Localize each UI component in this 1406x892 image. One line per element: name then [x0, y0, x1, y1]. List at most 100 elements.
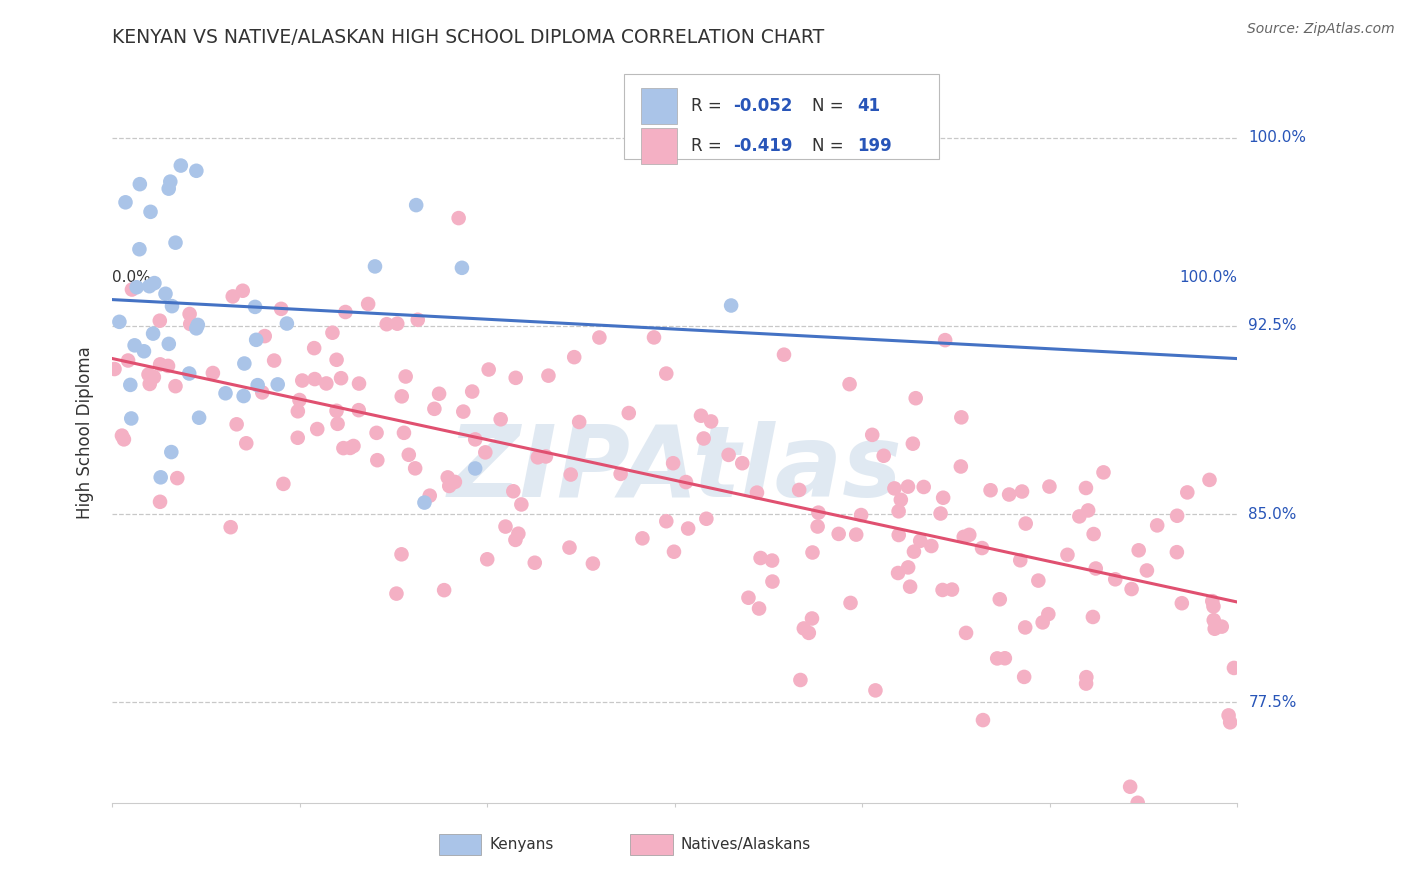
Point — [125, 280, 148, 294]
Point — [1012, 670, 1035, 684]
Point — [897, 560, 920, 574]
Point — [1084, 561, 1107, 575]
Point — [1219, 715, 1241, 730]
Point — [1038, 479, 1060, 493]
Point — [908, 533, 931, 548]
Point — [609, 467, 631, 481]
Point — [568, 415, 591, 429]
Point — [186, 163, 208, 178]
Point — [120, 411, 142, 425]
Point — [478, 362, 501, 376]
Point — [949, 459, 972, 474]
Bar — [630, 834, 672, 855]
Text: R =: R = — [690, 136, 727, 155]
Text: R =: R = — [690, 97, 727, 115]
Text: N =: N = — [813, 97, 849, 115]
Point — [1166, 545, 1188, 559]
Point — [307, 422, 329, 436]
Point — [793, 622, 815, 636]
Point — [676, 522, 699, 536]
Point — [994, 651, 1017, 665]
Point — [243, 300, 266, 314]
Point — [138, 368, 160, 382]
Point — [1104, 572, 1126, 586]
Point — [903, 544, 925, 558]
Text: Kenyans: Kenyans — [489, 837, 554, 852]
Point — [537, 368, 560, 383]
Point — [270, 301, 292, 316]
Point — [761, 574, 783, 589]
Point — [347, 376, 370, 391]
Point — [1038, 607, 1060, 621]
Point — [1171, 596, 1194, 610]
Point — [761, 553, 783, 567]
Point — [405, 198, 427, 212]
Point — [165, 235, 187, 250]
Point — [508, 526, 530, 541]
Point — [347, 403, 370, 417]
Point — [325, 352, 347, 367]
Point — [1032, 615, 1054, 630]
Point — [366, 425, 388, 440]
Point — [447, 211, 470, 225]
Point — [108, 315, 131, 329]
Point — [941, 582, 963, 597]
Point — [582, 557, 605, 571]
Point — [1126, 796, 1149, 810]
Point — [845, 527, 868, 541]
Point — [690, 409, 713, 423]
Point — [453, 404, 475, 418]
Point — [1204, 622, 1226, 636]
Point — [149, 357, 172, 371]
Point — [901, 436, 924, 450]
Point — [898, 580, 921, 594]
Point — [1011, 484, 1033, 499]
Point — [1119, 780, 1142, 794]
Text: -0.419: -0.419 — [734, 136, 793, 155]
Point — [695, 512, 717, 526]
Point — [157, 337, 180, 351]
Point — [187, 318, 209, 332]
Point — [797, 626, 820, 640]
Point — [801, 545, 824, 559]
Point — [219, 520, 242, 534]
Point — [103, 362, 125, 376]
Point — [952, 530, 974, 544]
Text: Natives/Alaskans: Natives/Alaskans — [681, 837, 811, 852]
Point — [398, 448, 420, 462]
Point — [807, 506, 830, 520]
Point — [112, 433, 135, 447]
Point — [124, 338, 146, 352]
Point — [1175, 485, 1198, 500]
Point — [1202, 613, 1225, 627]
Point — [395, 369, 418, 384]
Point — [1069, 509, 1091, 524]
Point — [332, 441, 354, 455]
Point — [357, 297, 380, 311]
Point — [436, 470, 458, 484]
Text: N =: N = — [813, 136, 849, 155]
Point — [1077, 503, 1099, 517]
Point — [1128, 543, 1150, 558]
Point — [159, 175, 181, 189]
Point — [510, 498, 533, 512]
Point — [335, 305, 357, 319]
Text: 199: 199 — [858, 136, 891, 155]
Point — [160, 299, 183, 313]
Point — [321, 326, 343, 340]
Text: -0.052: -0.052 — [734, 97, 793, 115]
Point — [931, 582, 953, 597]
Point — [406, 312, 429, 326]
Point — [883, 482, 905, 496]
Bar — [641, 128, 678, 164]
Point — [998, 487, 1021, 501]
Point — [366, 453, 388, 467]
Point — [526, 450, 548, 465]
Point — [387, 317, 409, 331]
Point — [562, 350, 585, 364]
Point — [1028, 574, 1050, 588]
Point — [188, 410, 211, 425]
Point — [149, 495, 172, 509]
Point — [304, 372, 326, 386]
Point — [157, 182, 180, 196]
